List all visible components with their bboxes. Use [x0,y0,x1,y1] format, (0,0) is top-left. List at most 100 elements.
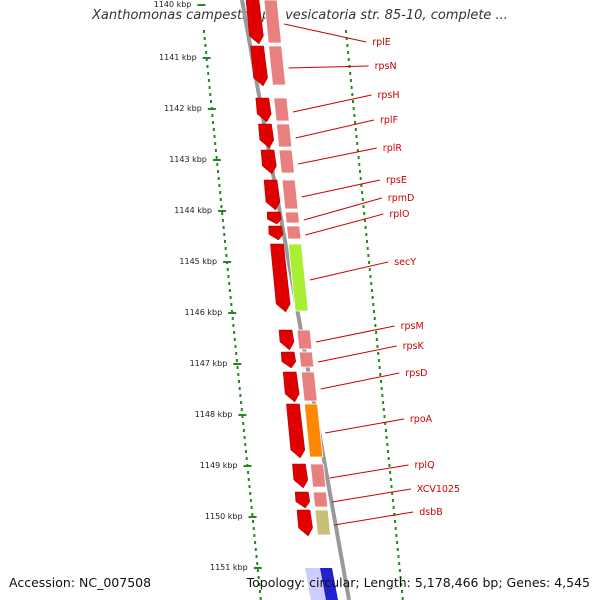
ruler-dot [222,226,225,229]
ruler-dot-right [347,58,350,61]
ruler-tick-label: 1147 kbp [190,359,228,368]
gene-leader-line [320,372,400,390]
ruler-dot [231,310,233,313]
ruler-dot-right [373,310,375,313]
ruler-tick [223,261,232,263]
ruler-dot [214,149,217,152]
ruler-dot-right [362,205,365,208]
ruler-dot-right [352,100,354,103]
ruler-dot-right [394,527,397,530]
ruler-dot [240,401,243,404]
ruler-dot [207,72,210,75]
gene-bar-pink [278,149,295,174]
ruler-dot [241,415,244,418]
ruler-dot [254,548,257,551]
ruler-tick [248,516,257,518]
gene-leader-line [288,65,369,69]
gene-arrow [258,123,275,149]
gene-leader-line [331,488,411,503]
gene-label-rplq: rplQ [415,460,435,471]
ruler-dot [233,338,236,341]
gene-bar-pink [286,225,302,240]
ruler-tick-label: 1146 kbp [184,308,222,317]
ruler-dot-right [369,275,372,278]
ruler-tick-label: 1144 kbp [174,206,212,215]
gene-label-rplr: rplR [383,143,403,154]
ruler-dot [217,177,220,180]
gene-leader-line [303,197,382,221]
ruler-dot [223,233,226,236]
ruler-dot-right [387,450,389,453]
ruler-dot-right [380,387,383,390]
ruler-tick-label: 1145 kbp [179,257,217,266]
ruler-dot-right [385,436,388,439]
gene-bar-pink [275,123,293,148]
ruler-dot-right [370,282,373,285]
ruler-tick [212,159,221,161]
ruler-dot-right [377,352,380,355]
ruler-dot-right [345,30,347,33]
ruler-dot-right [351,93,354,96]
gene-leader-line [305,213,384,236]
ruler-dot-right [363,212,366,215]
ruler-dot [242,429,245,432]
ruler-dot [203,37,206,40]
ruler-dot [242,422,245,425]
ruler-dot-right [376,345,379,348]
gene-label-rpoa: rpoA [410,414,433,425]
ruler-dot [214,142,217,145]
ruler-tick-label: 1151 kbp [210,563,248,572]
ruler-dot-right [397,555,400,558]
gene-leader-line [301,179,381,198]
genome-summary-text: Topology: circular; Length: 5,178,466 bp… [246,575,590,590]
ruler-dot [229,296,232,299]
ruler-dot-right [346,44,349,47]
ruler-tick-label: 1148 kbp [195,410,233,419]
ruler-tick-label: 1149 kbp [200,461,238,470]
gene-label-rpsk: rpsK [403,341,425,352]
ruler-dot-right [355,135,358,138]
ruler-tick [207,108,216,110]
gene-leader-line [329,464,409,479]
gene-bar-khaki [314,509,332,536]
ruler-dot [244,443,247,446]
ruler-dot-right [350,86,353,89]
ruler-dot [247,478,250,481]
bottom-feature-lavender [305,568,326,600]
ruler-dot [212,121,215,124]
ruler-dot-right [368,268,371,271]
ruler-dot-right [384,429,387,432]
gene-arrow [270,243,291,313]
ruler-dot [255,555,258,558]
ruler-dot [206,65,209,68]
ruler-dot-right [366,240,368,243]
gene-bar-pink [273,97,290,122]
gene-label-rpmd: rpmD [388,193,415,204]
ruler-tick [228,312,237,314]
ruler-dot-right [368,261,371,264]
ruler-dot [251,513,254,516]
ruler-dot-right [373,317,376,320]
ruler-dot [203,30,205,33]
ruler-dot-right [378,366,381,369]
gene-arrow [255,97,272,123]
ruler-tick [197,4,206,6]
ruler-dot-right [367,254,370,257]
gene-label-secy: secY [394,257,416,268]
gene-label-rpsd: rpsD [405,368,427,379]
ruler-dot [245,450,247,453]
gene-bar-pink [284,211,300,224]
gene-arrow [268,225,284,241]
ruler-dot-right [361,191,364,194]
ruler-dot-right [365,233,368,236]
gene-label-rple: rplE [372,37,391,48]
ruler-dot [254,541,257,544]
ruler-dot-right [401,597,404,600]
ruler-dot-right [391,499,394,502]
ruler-dot [256,569,259,572]
ruler-dot [204,44,207,47]
ruler-dot [221,219,224,222]
gene-leader-line [298,147,377,165]
ruler-dot [217,170,219,173]
